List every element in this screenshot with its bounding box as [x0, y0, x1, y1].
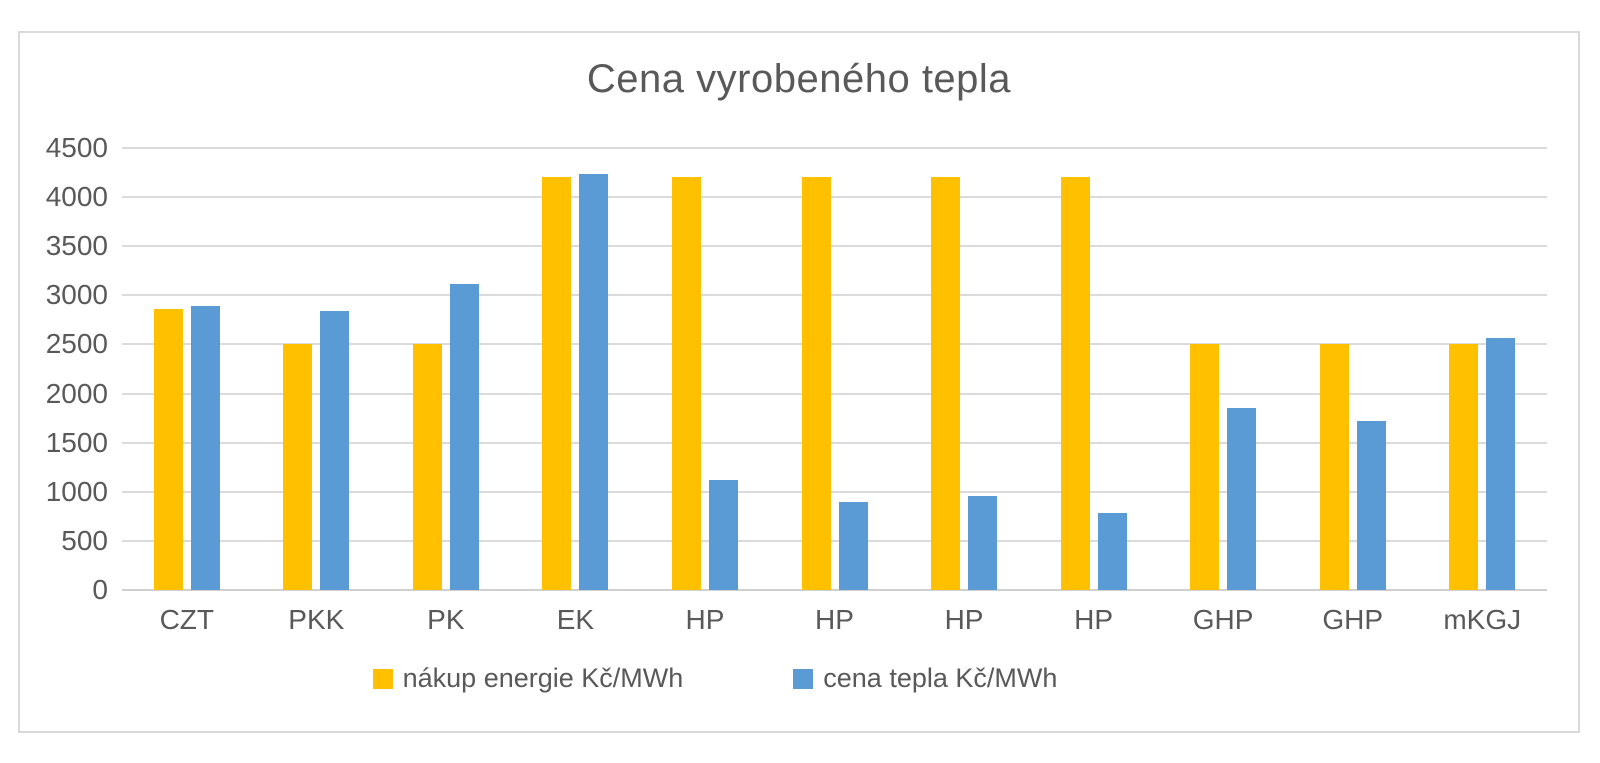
bar-ghp-cena-9: [1356, 421, 1386, 590]
y-tick-label-2000: 2000: [45, 377, 108, 409]
bar-czt-nakup-0: [153, 309, 183, 590]
bar-hp-nakup-7: [1060, 177, 1090, 590]
bar-mkgj-cena-10: [1486, 337, 1516, 590]
gridline-y-3000: [122, 294, 1547, 297]
bar-hp-nakup-6: [931, 177, 961, 590]
x-tick-label-ghp-9: GHP: [1322, 604, 1384, 635]
bar-pkk-nakup-1: [283, 344, 313, 590]
y-tick-label-2500: 2500: [45, 328, 108, 360]
y-tick-label-4000: 4000: [45, 181, 108, 213]
bar-czt-cena-0: [190, 306, 220, 590]
y-tick-label-1000: 1000: [45, 475, 108, 507]
gridline-y-0: [122, 589, 1547, 591]
gridline-y-1000: [122, 490, 1547, 493]
x-tick-label-mkgj-10: mKGJ: [1443, 604, 1522, 635]
x-tick-label-pkk-1: PKK: [288, 604, 345, 635]
bar-ek-cena-3: [579, 173, 609, 590]
gridline-y-4000: [122, 196, 1547, 199]
gridline-y-3500: [122, 245, 1547, 248]
legend-label-cena-tepla: cena tepla Kč/MWh: [823, 663, 1058, 693]
gridline-y-4500: [122, 147, 1547, 149]
x-tick-label-hp-5: HP: [815, 604, 854, 635]
bar-pk-cena-2: [449, 283, 479, 590]
x-tick-label-pk-2: PK: [427, 604, 465, 635]
legend-swatch-nakup-energie-icon: [372, 668, 393, 689]
legend-label-nakup-energie: nákup energie Kč/MWh: [402, 663, 684, 693]
x-tick-label-hp-7: HP: [1074, 604, 1114, 635]
bar-hp-cena-4: [708, 480, 738, 590]
plot-area: CZT PKK PK EK HP HP HP HP GHP GHP mKGJ: [122, 147, 1547, 635]
gridline-y-2500: [122, 343, 1547, 346]
bar-pkk-cena-1: [320, 311, 350, 590]
bar-ghp-cena-8: [1227, 408, 1257, 590]
y-tick-label-500: 500: [61, 524, 108, 556]
bar-ghp-nakup-8: [1190, 344, 1220, 590]
bar-hp-cena-6: [968, 495, 998, 590]
bar-ek-nakup-3: [542, 177, 572, 590]
gridline-y-2000: [122, 392, 1547, 395]
y-tick-label-0: 0: [92, 574, 108, 605]
chart-title: Cena vyrobeného tepla: [586, 57, 1012, 101]
y-tick-label-3000: 3000: [45, 279, 108, 311]
chart-frame: Cena vyrobeného tepla CZT PKK PK EK HP HP HP HP…: [18, 31, 1580, 733]
legend-item-nakup-energie: nákup energie Kč/MWh: [372, 663, 684, 694]
gridline-y-1500: [122, 441, 1547, 444]
legend: nákup energie Kč/MWh cena tepla Kč/MWh: [20, 663, 1410, 694]
legend-item-cena-tepla: cena tepla Kč/MWh: [793, 663, 1057, 694]
x-tick-label-ghp-8: GHP: [1192, 604, 1254, 635]
y-tick-label-4500: 4500: [45, 132, 108, 163]
bar-hp-cena-5: [838, 501, 868, 590]
bar-hp-nakup-5: [801, 177, 831, 590]
bar-hp-nakup-4: [671, 177, 701, 590]
x-tick-label-hp-6: HP: [944, 604, 984, 635]
x-tick-label-czt-0: CZT: [159, 604, 214, 635]
x-tick-label-hp-4: HP: [685, 604, 725, 635]
y-tick-label-3500: 3500: [45, 230, 108, 262]
bar-ghp-nakup-9: [1319, 344, 1349, 590]
legend-swatch-cena-tepla-icon: [793, 668, 814, 689]
bar-hp-cena-7: [1097, 513, 1127, 590]
bar-pk-nakup-2: [412, 344, 442, 590]
gridline-y-500: [122, 539, 1547, 542]
x-tick-label-ek-3: EK: [556, 604, 595, 635]
y-tick-label-1500: 1500: [45, 426, 108, 458]
bar-mkgj-nakup-10: [1449, 344, 1479, 590]
